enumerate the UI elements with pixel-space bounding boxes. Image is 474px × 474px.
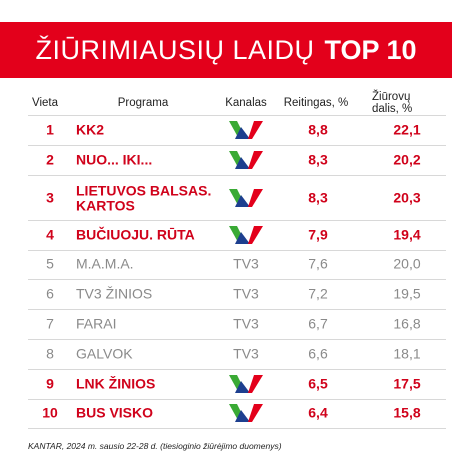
channel: TV3 bbox=[233, 315, 259, 332]
channel-logo bbox=[229, 375, 263, 393]
program: FARAI bbox=[76, 315, 117, 332]
program: LIETUVOS BALSAS. KARTOS bbox=[76, 182, 212, 213]
share: 20,3 bbox=[393, 189, 421, 206]
rating: 6,6 bbox=[308, 345, 328, 362]
row-divider bbox=[28, 428, 446, 429]
rating: 6,7 bbox=[308, 315, 328, 332]
row-divider bbox=[28, 309, 446, 310]
logo-part bbox=[248, 151, 263, 169]
row-divider bbox=[28, 145, 446, 146]
channel: TV3 bbox=[233, 255, 259, 272]
program: LNK ŽINIOS bbox=[76, 375, 156, 392]
share: 17,5 bbox=[393, 375, 421, 392]
rank: 6 bbox=[46, 285, 54, 302]
logo-part bbox=[248, 189, 263, 207]
rank: 9 bbox=[46, 375, 54, 392]
column-header: Vieta bbox=[31, 96, 59, 109]
column-header: Žiūrovų dalis, % bbox=[372, 90, 413, 115]
logo-part bbox=[235, 157, 250, 169]
share: 20,2 bbox=[393, 151, 421, 168]
rating: 7,2 bbox=[308, 285, 328, 302]
channel-logo bbox=[229, 151, 263, 169]
channel-logo bbox=[229, 226, 263, 244]
program: KK2 bbox=[76, 121, 105, 138]
program: BUS VISKO bbox=[76, 404, 154, 421]
rank: 5 bbox=[46, 255, 54, 272]
share: 19,4 bbox=[393, 226, 421, 243]
share: 19,5 bbox=[393, 285, 421, 302]
rating: 8,8 bbox=[308, 121, 328, 138]
title-bold: TOP 10 bbox=[324, 34, 417, 65]
logo-part bbox=[248, 404, 263, 422]
rating: 6,4 bbox=[308, 404, 328, 421]
program: TV3 ŽINIOS bbox=[76, 285, 153, 302]
logo-part bbox=[235, 410, 250, 422]
logo-part bbox=[235, 127, 250, 139]
row-divider bbox=[28, 220, 446, 221]
column-header: Programa bbox=[117, 96, 169, 109]
rank: 10 bbox=[42, 404, 58, 421]
channel-logo bbox=[229, 121, 263, 139]
row-divider bbox=[28, 339, 446, 340]
share: 20,0 bbox=[393, 255, 421, 272]
channel-logo bbox=[229, 404, 263, 422]
channel: TV3 bbox=[233, 345, 259, 362]
logo-part bbox=[248, 226, 263, 244]
share: 15,8 bbox=[393, 404, 421, 421]
program: GALVOK bbox=[76, 345, 133, 362]
logo-part bbox=[235, 232, 250, 244]
program: M.A.M.A. bbox=[76, 255, 134, 272]
rating: 7,9 bbox=[308, 226, 328, 243]
logo-part bbox=[248, 375, 263, 393]
logo-part bbox=[235, 381, 250, 393]
program: NUO... IKI... bbox=[76, 151, 153, 168]
rank: 2 bbox=[46, 151, 54, 168]
logo-part bbox=[248, 121, 263, 139]
share: 18,1 bbox=[393, 345, 421, 362]
channel: TV3 bbox=[233, 285, 259, 302]
row-divider bbox=[28, 115, 446, 116]
rank: 7 bbox=[46, 315, 54, 332]
source-note: KANTAR, 2024 m. sausio 22-28 d. (tiesiog… bbox=[28, 441, 282, 451]
title-light: ŽIŪRIMIAUSIŲ LAIDŲ bbox=[35, 34, 315, 65]
program: BUČIUOJU. RŪTA bbox=[76, 226, 195, 243]
column-header: Kanalas bbox=[225, 96, 267, 109]
row-divider bbox=[28, 369, 446, 370]
rating: 6,5 bbox=[308, 375, 328, 392]
rating: 8,3 bbox=[308, 151, 328, 168]
rank: 3 bbox=[46, 189, 54, 206]
channel-logo bbox=[229, 189, 263, 207]
title-bar: ŽIŪRIMIAUSIŲ LAIDŲ TOP 10 bbox=[0, 22, 452, 78]
row-divider bbox=[28, 279, 446, 280]
rating: 8,3 bbox=[308, 189, 328, 206]
rank: 8 bbox=[46, 345, 54, 362]
logo-part bbox=[235, 195, 250, 207]
rating: 7,6 bbox=[308, 255, 328, 272]
row-divider bbox=[28, 250, 446, 251]
row-divider bbox=[28, 399, 446, 400]
row-divider bbox=[28, 175, 446, 176]
rank: 1 bbox=[46, 121, 54, 138]
rank: 4 bbox=[46, 226, 54, 243]
share: 16,8 bbox=[393, 315, 421, 332]
column-header: Reitingas, % bbox=[283, 96, 349, 109]
share: 22,1 bbox=[393, 121, 421, 138]
